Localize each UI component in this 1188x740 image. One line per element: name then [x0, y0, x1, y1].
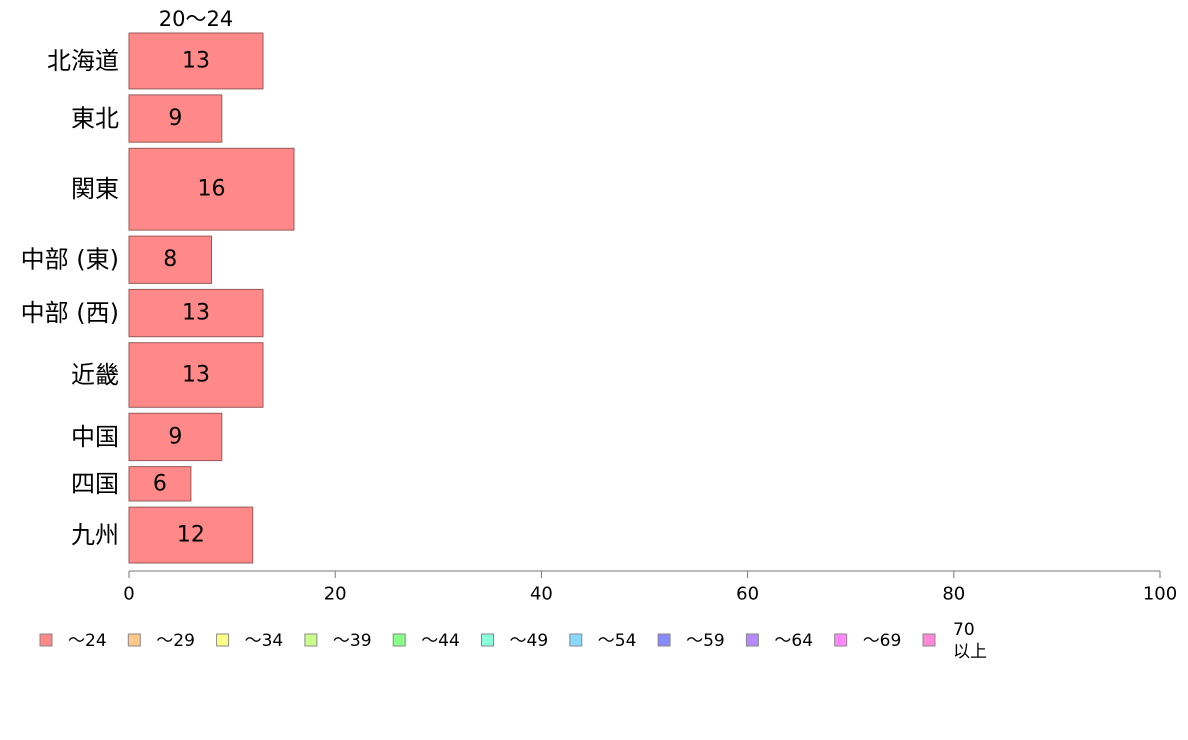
legend-swatch	[304, 633, 318, 647]
legend-label: 〜49	[510, 631, 549, 651]
legend-swatch	[127, 633, 141, 647]
bar-value-label: 16	[198, 177, 226, 202]
bar	[128, 412, 223, 462]
bar	[128, 94, 223, 143]
legend-swatch	[39, 633, 53, 647]
bar	[128, 288, 264, 338]
legend-swatch	[745, 633, 759, 647]
bar-value-label: 9	[168, 106, 182, 131]
legend-swatch	[481, 633, 494, 647]
category-label: 近畿	[71, 361, 119, 389]
legend-label: 〜39	[333, 631, 372, 651]
legend-label: 〜54	[598, 631, 637, 651]
bar	[128, 235, 212, 284]
legend-label: 〜44	[421, 631, 460, 651]
legend-swatch	[392, 633, 406, 647]
legend-label: 〜29	[156, 631, 195, 651]
x-tick-label: 0	[123, 584, 134, 605]
bar-value-label: 8	[163, 247, 177, 272]
x-tick-label: 40	[530, 584, 553, 605]
x-tick-label: 100	[1143, 584, 1177, 605]
legend-swatch	[834, 633, 848, 647]
category-label: 九州	[71, 521, 119, 549]
category-label: 中国	[71, 423, 119, 451]
category-label: 中部 (東)	[21, 246, 119, 274]
legend-label: 〜69	[863, 631, 902, 651]
category-label: 四国	[71, 470, 119, 498]
legend-label: 〜64	[774, 631, 813, 651]
legend-swatch	[657, 633, 671, 647]
x-axis: 0 20 40 60 80 100	[123, 570, 1177, 605]
x-tick-label: 60	[736, 584, 759, 605]
bar-value-label: 13	[182, 49, 210, 74]
bar-value-label: 13	[182, 301, 210, 326]
legend-label: 70	[953, 620, 975, 640]
legend-swatch	[216, 633, 230, 647]
bar-value-label: 13	[182, 363, 210, 388]
legend-label: 以上	[953, 642, 987, 662]
bar	[128, 506, 254, 564]
bar-value-label: 12	[177, 523, 205, 548]
top-label: 20〜24	[159, 7, 233, 31]
x-tick-label: 80	[942, 584, 965, 605]
bar	[128, 342, 264, 408]
bar-value-label: 9	[168, 425, 182, 450]
category-label: 中部 (西)	[21, 299, 119, 327]
bar-value-label: 6	[153, 471, 167, 496]
legend-swatch	[922, 633, 936, 647]
bars-layer: 13 北海道 20〜24 9 東北 16 関東 8 中部 (東) 13 中部 (西) 13 近畿 9 中国 6…	[21, 7, 295, 564]
category-label: 東北	[71, 105, 119, 133]
legend-label: 〜59	[686, 631, 725, 651]
legend-label: 〜24	[68, 631, 107, 651]
legend-swatch	[569, 633, 583, 647]
legend-label: 〜34	[245, 631, 284, 651]
bar	[128, 466, 192, 502]
bar	[128, 32, 264, 90]
category-label: 北海道	[47, 47, 119, 75]
x-tick-label: 20	[324, 584, 347, 605]
category-label: 関東	[71, 175, 119, 203]
bar	[128, 147, 295, 231]
